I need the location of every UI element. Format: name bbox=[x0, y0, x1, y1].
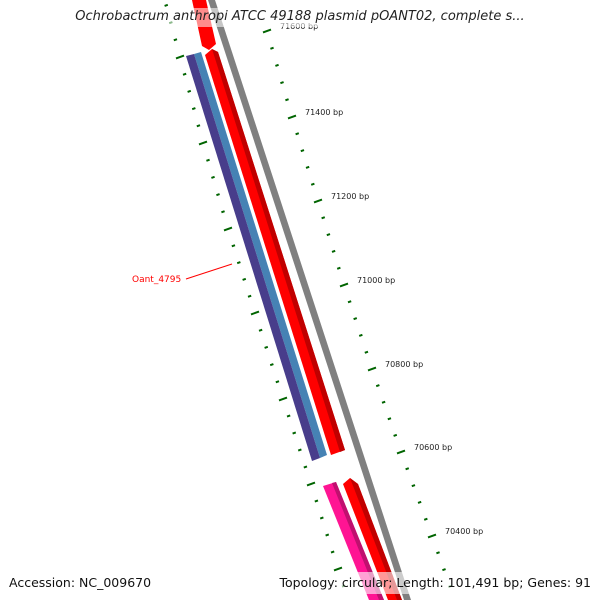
gene-feature-pink-shade bbox=[332, 482, 384, 600]
inner-minor-tick bbox=[319, 516, 324, 520]
outer-major-tick bbox=[262, 28, 272, 34]
outer-minor-tick bbox=[436, 551, 440, 555]
feature-label-oant-4795[interactable]: Oant_4795 bbox=[132, 275, 181, 285]
outer-minor-tick bbox=[375, 384, 380, 388]
feature-label-leader bbox=[185, 263, 233, 280]
inner-minor-tick bbox=[191, 107, 196, 111]
outer-minor-tick bbox=[442, 568, 446, 572]
ruler-label: 70400 bp bbox=[445, 527, 483, 536]
outer-minor-tick bbox=[364, 350, 369, 354]
inner-minor-tick bbox=[314, 499, 319, 503]
ruler-label: 71200 bp bbox=[331, 192, 369, 201]
inner-minor-tick bbox=[297, 448, 302, 452]
outer-minor-tick bbox=[417, 500, 422, 504]
inner-major-tick bbox=[306, 481, 316, 487]
gene-feature-red-bottom-shade bbox=[350, 478, 402, 600]
outer-minor-tick bbox=[305, 165, 310, 169]
outer-major-tick bbox=[367, 366, 377, 372]
ruler-label: 71000 bp bbox=[357, 276, 395, 285]
inner-minor-tick bbox=[264, 345, 269, 349]
gene-feature-red-main-shade bbox=[212, 49, 345, 452]
inner-minor-tick bbox=[187, 89, 192, 93]
outer-minor-tick bbox=[336, 266, 341, 270]
outer-major-tick bbox=[396, 449, 406, 455]
ruler-label: 71400 bp bbox=[305, 108, 343, 117]
inner-major-tick bbox=[250, 310, 260, 316]
accession-text: Accession: NC_009670 bbox=[9, 575, 152, 590]
inner-minor-tick bbox=[164, 3, 169, 7]
inner-minor-tick bbox=[211, 175, 215, 179]
inner-major-tick bbox=[333, 566, 343, 572]
outer-minor-tick bbox=[295, 132, 300, 136]
gene-feature-purple[interactable] bbox=[186, 54, 320, 461]
outer-minor-tick bbox=[326, 233, 331, 237]
inner-minor-tick bbox=[303, 465, 308, 469]
outer-minor-tick bbox=[300, 149, 305, 153]
outer-minor-tick bbox=[381, 400, 386, 404]
inner-minor-tick bbox=[216, 193, 220, 197]
outer-minor-tick bbox=[280, 81, 284, 85]
inner-minor-tick bbox=[236, 261, 241, 265]
ruler-label: 70800 bp bbox=[385, 360, 423, 369]
outer-minor-tick bbox=[423, 517, 428, 521]
inner-minor-tick bbox=[231, 244, 236, 248]
outer-minor-tick bbox=[285, 98, 289, 102]
outer-major-tick bbox=[287, 114, 297, 120]
inner-minor-tick bbox=[173, 38, 178, 42]
inner-minor-tick bbox=[206, 158, 210, 162]
outer-minor-tick bbox=[411, 484, 416, 488]
inner-major-tick bbox=[175, 54, 185, 60]
outer-minor-tick bbox=[275, 63, 279, 67]
summary-text: Topology: circular; Length: 101,491 bp; … bbox=[279, 575, 591, 590]
outer-minor-tick bbox=[347, 300, 352, 304]
inner-minor-tick bbox=[258, 328, 263, 332]
inner-minor-tick bbox=[247, 294, 252, 298]
map-title: Ochrobactrum anthropi ATCC 49188 plasmid… bbox=[0, 8, 600, 27]
outer-major-tick bbox=[339, 282, 349, 288]
inner-minor-tick bbox=[242, 277, 247, 281]
inner-minor-tick bbox=[182, 72, 187, 76]
inner-minor-tick bbox=[221, 210, 225, 214]
inner-minor-tick bbox=[196, 124, 201, 128]
inner-minor-tick bbox=[330, 550, 335, 554]
outer-minor-tick bbox=[353, 317, 358, 321]
outer-minor-tick bbox=[310, 182, 315, 186]
gene-feature-oant-4795[interactable] bbox=[194, 52, 327, 458]
outer-minor-tick bbox=[331, 249, 336, 253]
inner-minor-tick bbox=[269, 363, 274, 367]
inner-major-tick bbox=[278, 396, 288, 402]
inner-minor-tick bbox=[325, 533, 330, 537]
inner-minor-tick bbox=[292, 431, 297, 435]
outer-minor-tick bbox=[393, 433, 398, 437]
ruler-label: 70600 bp bbox=[414, 443, 452, 452]
inner-major-tick bbox=[198, 140, 208, 146]
inner-major-tick bbox=[223, 226, 233, 232]
outer-major-tick bbox=[313, 198, 323, 204]
outer-minor-tick bbox=[270, 46, 274, 50]
outer-major-tick bbox=[427, 533, 437, 539]
inner-minor-tick bbox=[286, 414, 291, 418]
outer-minor-tick bbox=[358, 333, 363, 337]
outer-minor-tick bbox=[405, 467, 410, 471]
inner-minor-tick bbox=[275, 380, 280, 384]
backbone-ring bbox=[208, 0, 411, 600]
outer-minor-tick bbox=[321, 216, 326, 220]
outer-minor-tick bbox=[387, 417, 392, 421]
footer-bar: Accession: NC_009670 Topology: circular;… bbox=[0, 572, 600, 594]
